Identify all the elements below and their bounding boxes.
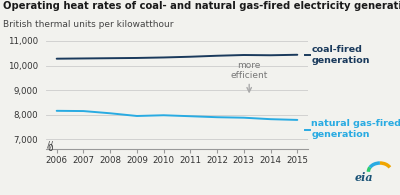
Text: natural gas-fired
generation: natural gas-fired generation xyxy=(311,119,400,139)
Text: British thermal units per kilowatthour: British thermal units per kilowatthour xyxy=(3,20,174,29)
Text: //: // xyxy=(47,140,53,149)
Text: more
efficient: more efficient xyxy=(230,61,268,80)
Text: Operating heat rates of coal- and natural gas-fired electricity generation: Operating heat rates of coal- and natura… xyxy=(3,1,400,11)
Text: coal-fired
generation: coal-fired generation xyxy=(311,44,370,65)
Text: eia: eia xyxy=(354,172,373,183)
Text: 0: 0 xyxy=(47,144,53,153)
